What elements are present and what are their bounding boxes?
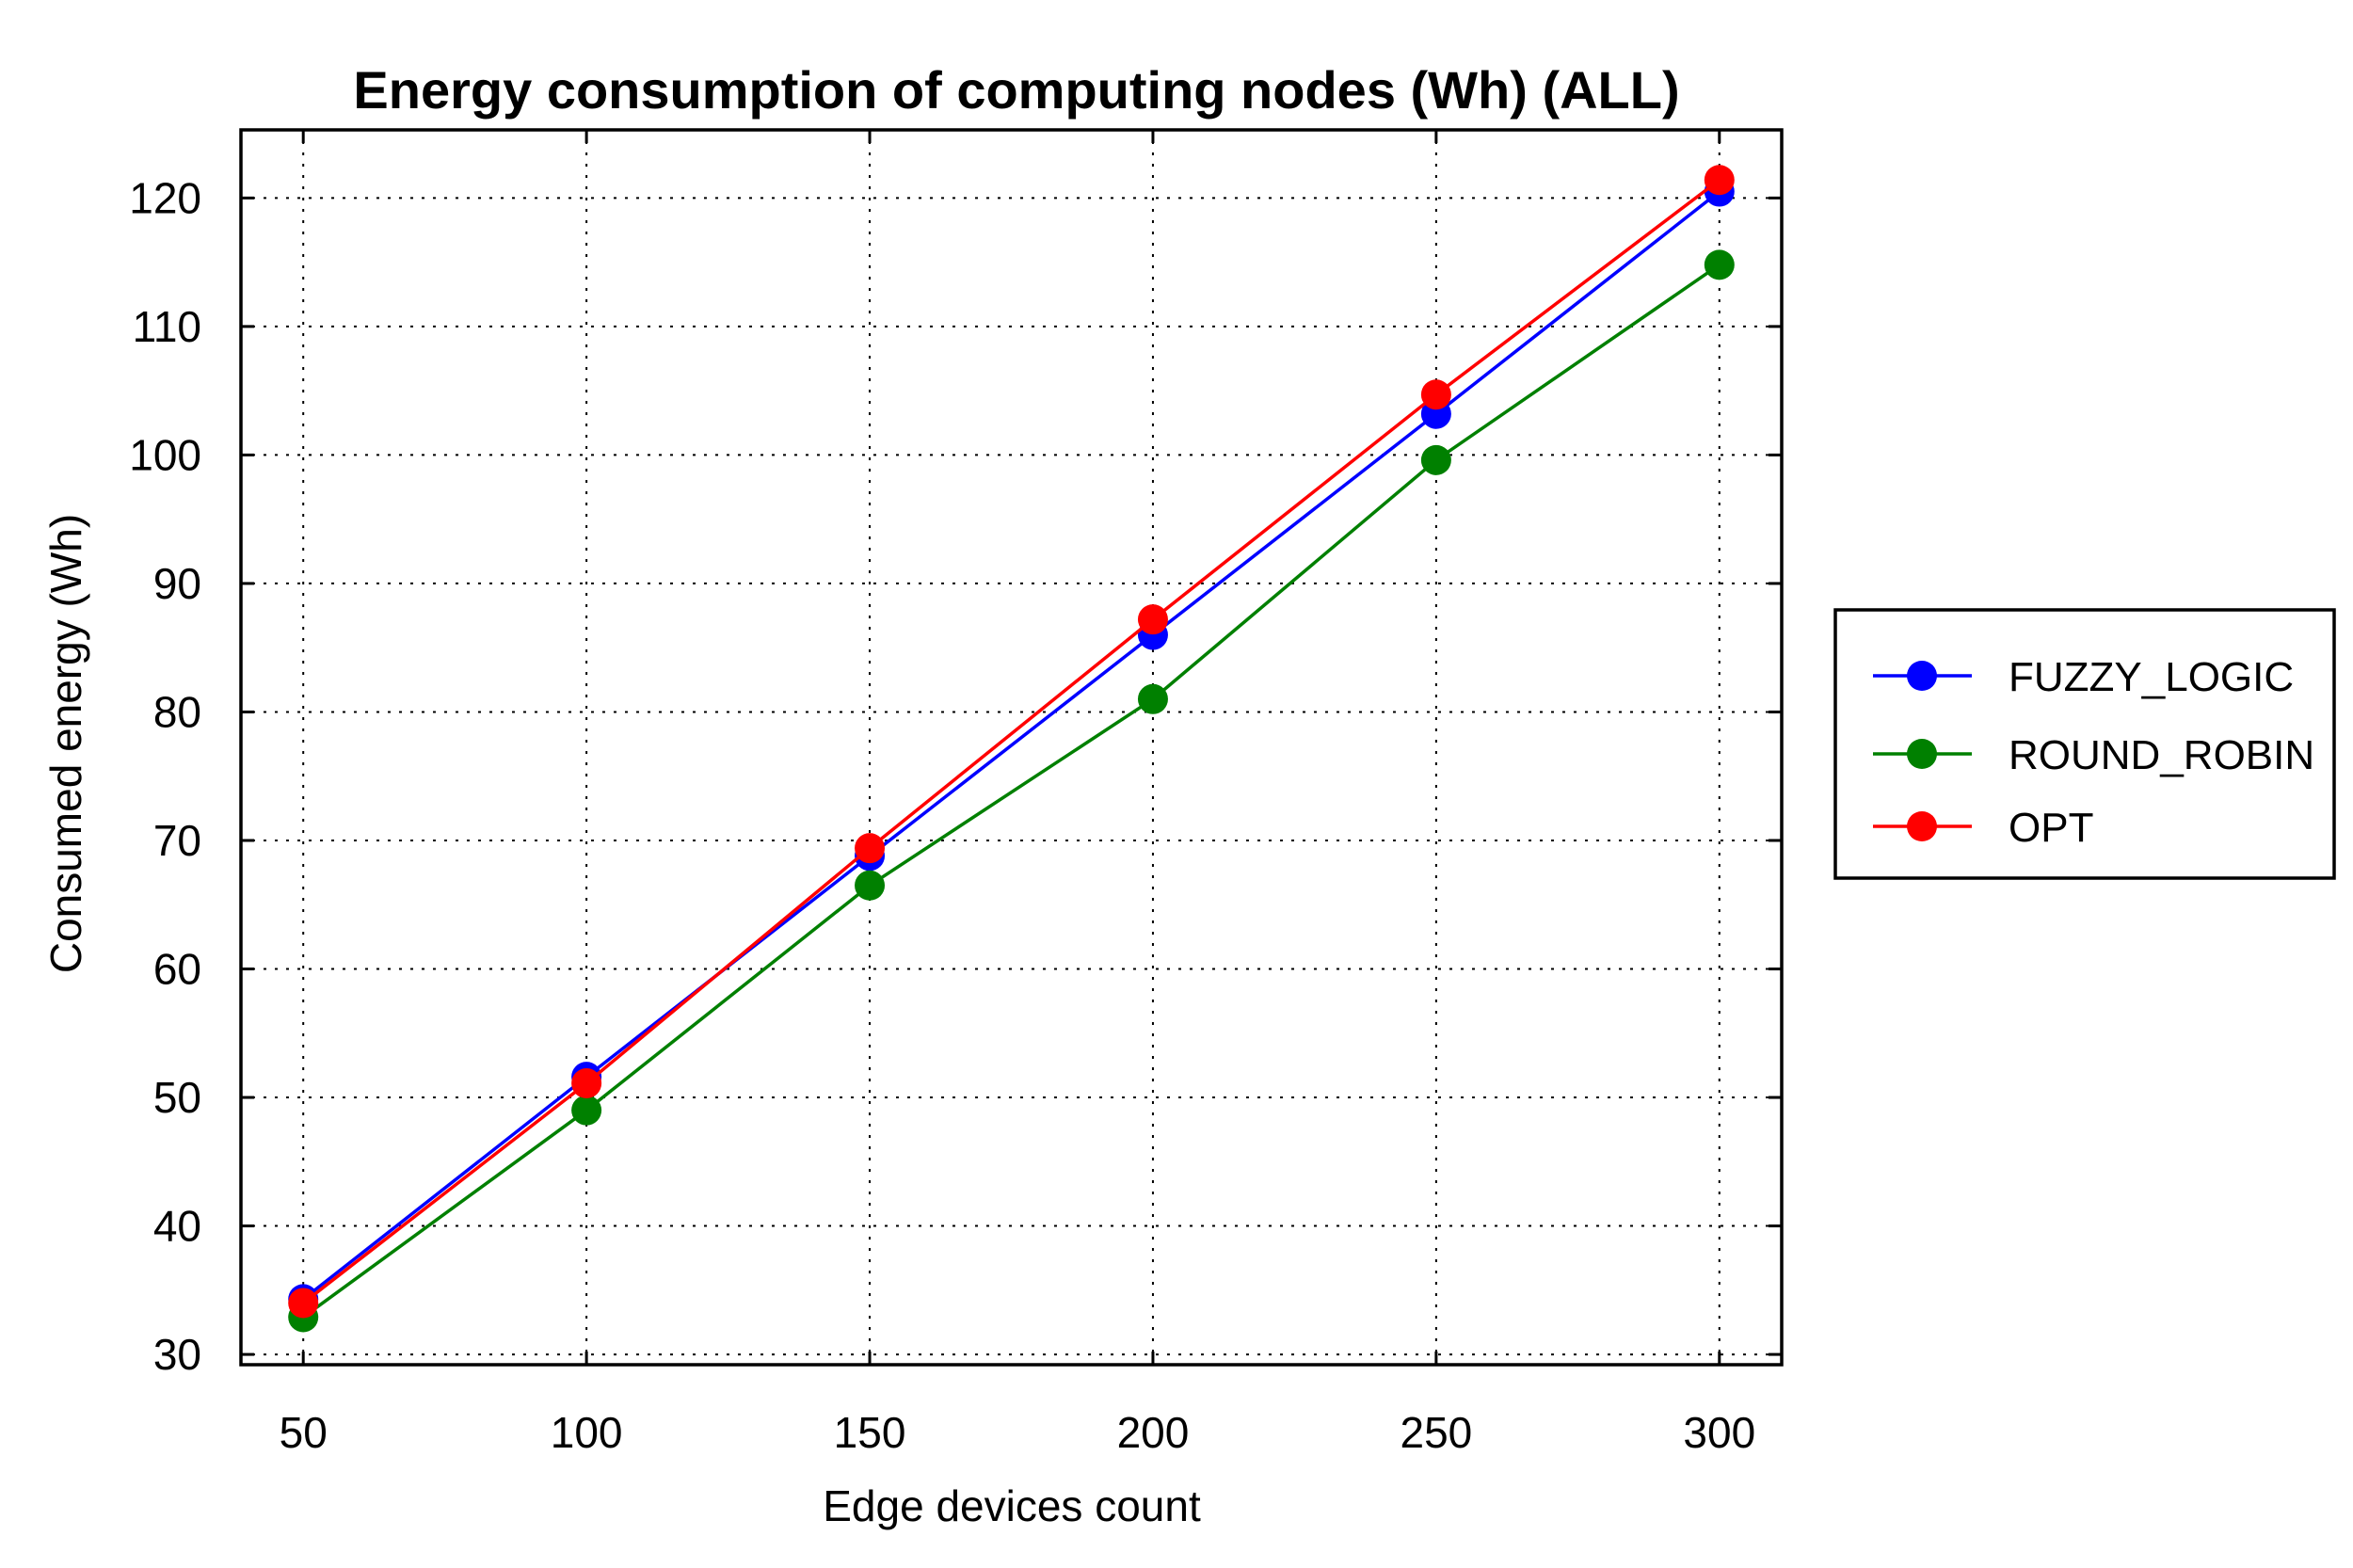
y-tick-label: 120 [129,173,201,222]
x-tick-label: 300 [1683,1408,1755,1457]
y-tick-label: 40 [153,1202,201,1251]
x-tick-label: 250 [1401,1408,1473,1457]
y-tick-label: 80 [153,687,201,736]
grid [241,130,1782,1365]
chart-title: Energy consumption of computing nodes (W… [353,60,1679,120]
y-tick-label: 70 [153,816,201,865]
data-point-round-robin [1137,683,1168,714]
legend: FUZZY_LOGIC ROUND_ROBIN OPT [1833,608,2336,880]
data-point-round-robin [1420,444,1451,475]
data-point-opt [1137,604,1168,635]
y-axis-label: Consumed energy (Wh) [41,514,90,973]
legend-marker-opt [1907,811,1937,841]
y-tick-label: 100 [129,430,201,479]
legend-label-round-robin: ROUND_ROBIN [2009,732,2314,778]
y-tick-label: 60 [153,945,201,994]
data-point-opt [571,1068,602,1099]
x-axis-label: Edge devices count [823,1481,1201,1530]
legend-box [1833,608,2336,880]
plot-frame [239,128,1784,1367]
y-tick-label: 30 [153,1330,201,1379]
data-point-opt [855,833,886,864]
series-line-round-robin [302,263,1721,1319]
axis-ticks: 50 100 150 200 250 300 30 40 50 60 70 80 90 100 110 120 [129,130,1782,1457]
data-point-opt [1420,379,1451,410]
series-line-fuzzy-logic [302,190,1721,1301]
series-layer [288,165,1735,1333]
y-tick-label: 50 [153,1073,201,1122]
data-point-opt [1704,165,1735,196]
data-point-round-robin [855,870,886,901]
data-point-opt [288,1288,319,1319]
x-tick-label: 200 [1117,1408,1190,1457]
data-point-round-robin [1704,249,1735,280]
series-line-opt [302,178,1721,1304]
legend-label-fuzzy-logic: FUZZY_LOGIC [2009,654,2294,700]
y-tick-label: 90 [153,559,201,608]
x-tick-label: 150 [834,1408,906,1457]
legend-label-opt: OPT [2009,805,2093,851]
legend-marker-round-robin [1907,739,1937,769]
legend-marker-fuzzy-logic [1907,661,1937,691]
x-tick-label: 50 [280,1408,328,1457]
data-point-round-robin [571,1095,602,1126]
x-tick-label: 100 [551,1408,623,1457]
y-tick-label: 110 [133,302,201,351]
